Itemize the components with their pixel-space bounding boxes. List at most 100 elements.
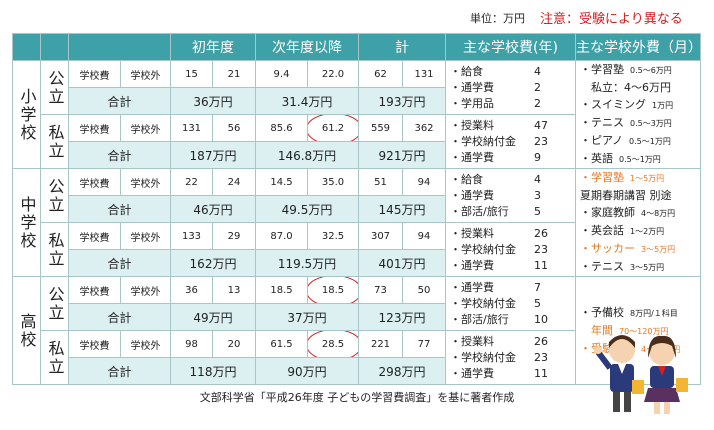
- cost-value-text: 9.4: [273, 68, 290, 80]
- column-header: 計: [358, 33, 446, 61]
- cost-value-text: 61.2: [308, 115, 358, 141]
- fee-line: ・給食 4: [450, 172, 575, 188]
- red-circle: [308, 277, 358, 303]
- sum-value: 49万円: [170, 303, 256, 331]
- cost-value-text: 32.5: [321, 230, 345, 242]
- outside-amount: 4～8万円: [641, 209, 676, 218]
- outside-amount: 0.5～6万円: [630, 66, 672, 75]
- cost-value-text: 14.5: [270, 176, 293, 188]
- sum-value: 46万円: [170, 195, 256, 223]
- outside-amount: 1～5万円: [630, 174, 665, 183]
- outside-line: ・学習塾 0.5～6万円: [580, 62, 700, 80]
- sum-value: 921万円: [358, 141, 446, 169]
- sum-value: 49.5万円: [255, 195, 359, 223]
- sum-value: 145万円: [358, 195, 446, 223]
- fee-line: ・授業料 47: [450, 118, 575, 134]
- fee-item: ・通学費: [450, 188, 494, 202]
- school-level: 高校: [12, 276, 41, 385]
- outside-amount: 3～5万円: [630, 263, 665, 272]
- sum-row: 合計 36万円 31.4万円 193万円: [13, 87, 701, 115]
- school-type: 私立: [40, 222, 69, 277]
- cost-value: 221: [358, 330, 403, 358]
- sum-row: 合計 118万円 90万円 298万円: [13, 357, 701, 385]
- cost-value: 14.5: [255, 168, 308, 196]
- cost-value: 18.5: [255, 276, 308, 304]
- sum-value: 162万円: [170, 249, 256, 277]
- cost-value: 131: [402, 60, 446, 88]
- cost-value: 18.5: [307, 276, 359, 304]
- cost-value: 362: [402, 114, 446, 142]
- fee-amount: 23: [534, 134, 548, 148]
- sum-value: 193万円: [358, 87, 446, 115]
- red-circle: [308, 331, 358, 357]
- outside-item: 私立：4～6万円: [580, 81, 671, 94]
- fee-amount: 7: [534, 280, 541, 294]
- cost-value-text: 94: [417, 176, 431, 188]
- column-header: 次年度以降: [255, 33, 359, 61]
- fee-item: ・学校納付金: [450, 242, 516, 256]
- cost-label: 学校費: [68, 114, 121, 142]
- fee-line: ・授業料 26: [450, 334, 575, 350]
- outside-item: ・テニス: [580, 260, 624, 273]
- outside-line: 年間 70～120万円: [580, 322, 700, 340]
- fee-item: ・授業料: [450, 334, 494, 348]
- cost-value: 131: [170, 114, 213, 142]
- outside-fees: ・学習塾 1～5万円 夏期春期講習 別途 ・家庭教師 4～8万円 ・英会話 1～2万円 ・サッ…: [575, 168, 701, 277]
- fee-item: ・給食: [450, 64, 483, 78]
- cost-label: 学校外: [120, 222, 171, 250]
- fee-amount: 47: [534, 118, 548, 132]
- detail-row: 小学校 公立 学校費 学校外 15 21 9.4 22.0 62 131 ・給食 4 ・通学費 2 ・学用品…: [12, 60, 701, 169]
- cost-value-text: 307: [370, 230, 391, 242]
- fee-line: ・授業料 26: [450, 226, 575, 242]
- school-fees: ・授業料 26 ・学校納付金 23 ・通学費 11: [445, 222, 576, 277]
- cost-value-text: 29: [227, 230, 241, 242]
- cost-value-text: 21: [227, 68, 241, 80]
- header-blank: [68, 33, 171, 61]
- column-header: 主な学校費(年): [445, 33, 576, 61]
- red-circle: [308, 115, 358, 141]
- header-blank: [40, 33, 69, 61]
- outside-line: 私立：4～6万円: [580, 79, 700, 96]
- fee-amount: 4: [534, 64, 541, 78]
- outside-amount: 1万円: [652, 101, 674, 110]
- outside-amount: 0.5～1万円: [629, 137, 671, 146]
- outside-amount: 1～2万円: [630, 227, 665, 236]
- cost-value-text: 35.0: [321, 176, 345, 188]
- fee-item: ・部活/旅行: [450, 204, 509, 218]
- outside-line: ・テニス 3～5万円: [580, 258, 700, 276]
- sum-label: 合計: [68, 303, 171, 331]
- cost-label: 学校外: [120, 330, 171, 358]
- fee-item: ・通学費: [450, 258, 494, 272]
- cost-label: 学校費: [68, 168, 121, 196]
- outside-item: ・スイミング: [580, 98, 646, 111]
- school-fees: ・通学費 7 ・学校納付金 5 ・部活/旅行 10: [445, 276, 576, 331]
- note: 注意：受験により異なる: [540, 12, 683, 27]
- outside-amount: 70～120万円: [619, 326, 669, 336]
- cost-value: 21: [212, 60, 256, 88]
- sum-row: 合計 49万円 37万円 123万円: [13, 303, 701, 331]
- cost-value-text: 13: [227, 284, 241, 296]
- fee-line: ・学校納付金 23: [450, 350, 575, 366]
- fee-amount: 26: [534, 334, 548, 348]
- fee-item: ・学用品: [450, 96, 494, 110]
- cost-label: 学校外: [120, 60, 171, 88]
- cost-label: 学校外: [120, 114, 171, 142]
- cost-value-text: 73: [374, 284, 387, 296]
- cost-value-text: 87.0: [270, 230, 293, 242]
- fee-amount: 3: [534, 188, 541, 202]
- cost-value: 133: [170, 222, 213, 250]
- sum-value: 118万円: [170, 357, 256, 385]
- cost-value-text: 22.0: [321, 68, 345, 80]
- outside-item: ・サッカー: [580, 242, 635, 255]
- sum-value: 90万円: [255, 357, 359, 385]
- cost-value-text: 28.5: [308, 331, 358, 357]
- cost-value-text: 94: [417, 230, 431, 242]
- cost-value-text: 85.6: [270, 122, 293, 134]
- fee-amount: 5: [534, 296, 541, 310]
- column-header: 初年度: [170, 33, 256, 61]
- outside-line: ・予備校 8万円/１科目: [580, 304, 700, 322]
- outside-item: ・学習塾: [580, 171, 624, 184]
- outside-amount: 0.5～1万円: [619, 155, 661, 164]
- cost-value-text: 36: [185, 284, 198, 296]
